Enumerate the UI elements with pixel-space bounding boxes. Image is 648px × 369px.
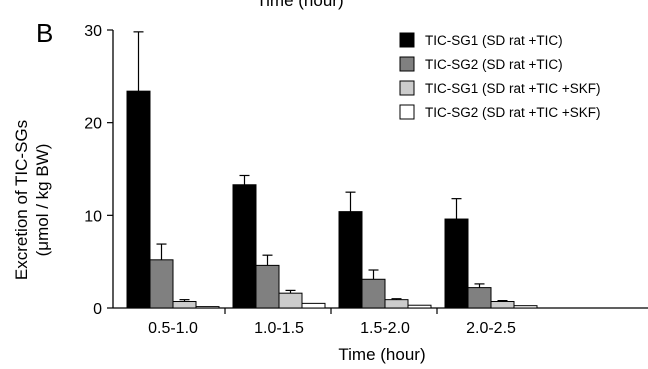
bar — [232, 184, 257, 309]
legend-swatch — [399, 32, 415, 48]
legend-swatch — [399, 104, 415, 120]
panel-label: B — [36, 18, 53, 48]
bar — [384, 299, 409, 309]
bar — [126, 90, 151, 309]
x-axis-ticks: 0.5-1.0 1.0-1.5 1.5-2.0 2.0-2.5 — [148, 308, 516, 337]
legend-item: TIC-SG2 (SD rat +TIC) — [399, 56, 563, 72]
bar — [444, 218, 469, 309]
y-tick-label: 10 — [84, 208, 102, 225]
y-axis-title: Excretion of TIC-SGs (μmol / kg BW) — [12, 120, 52, 280]
y-axis-title-line2: (μmol / kg BW) — [33, 144, 52, 257]
bar — [278, 292, 303, 309]
x-tick-label: 0.5-1.0 — [148, 320, 198, 337]
bar — [467, 287, 492, 309]
legend-swatch — [399, 80, 415, 96]
bar — [172, 301, 197, 309]
legend-label: TIC-SG2 (SD rat +TIC) — [425, 57, 563, 72]
bar — [255, 264, 280, 309]
x-tick-label: 2.0-2.5 — [466, 320, 516, 337]
legend: TIC-SG1 (SD rat +TIC) TIC-SG2 (SD rat +T… — [399, 32, 601, 120]
y-axis-ticks: 0 10 20 30 — [84, 23, 113, 318]
bar — [195, 306, 220, 309]
x-axis-title: Time (hour) — [338, 345, 425, 364]
y-axis-title-line1: Excretion of TIC-SGs — [12, 120, 31, 280]
x-tick-label: 1.0-1.5 — [254, 320, 304, 337]
y-tick-label: 20 — [84, 116, 102, 133]
bar — [361, 278, 386, 309]
top-cut-label: Time (hour) — [256, 0, 343, 10]
legend-label: TIC-SG2 (SD rat +TIC +SKF) — [425, 105, 601, 120]
bar — [301, 302, 326, 309]
x-tick-label: 1.5-2.0 — [360, 320, 410, 337]
bars-layer — [126, 31, 538, 309]
legend-label: TIC-SG1 (SD rat +TIC) — [425, 33, 563, 48]
bar — [490, 301, 515, 309]
legend-swatch — [399, 56, 415, 72]
y-tick-label: 30 — [84, 23, 102, 40]
legend-item: TIC-SG2 (SD rat +TIC +SKF) — [399, 104, 601, 120]
bar — [513, 305, 538, 309]
legend-item: TIC-SG1 (SD rat +TIC) — [399, 32, 563, 48]
legend-label: TIC-SG1 (SD rat +TIC +SKF) — [425, 81, 601, 96]
legend-item: TIC-SG1 (SD rat +TIC +SKF) — [399, 80, 601, 96]
bar — [149, 259, 174, 309]
bar — [407, 304, 432, 309]
bar — [338, 211, 363, 309]
y-tick-label: 0 — [93, 301, 102, 318]
